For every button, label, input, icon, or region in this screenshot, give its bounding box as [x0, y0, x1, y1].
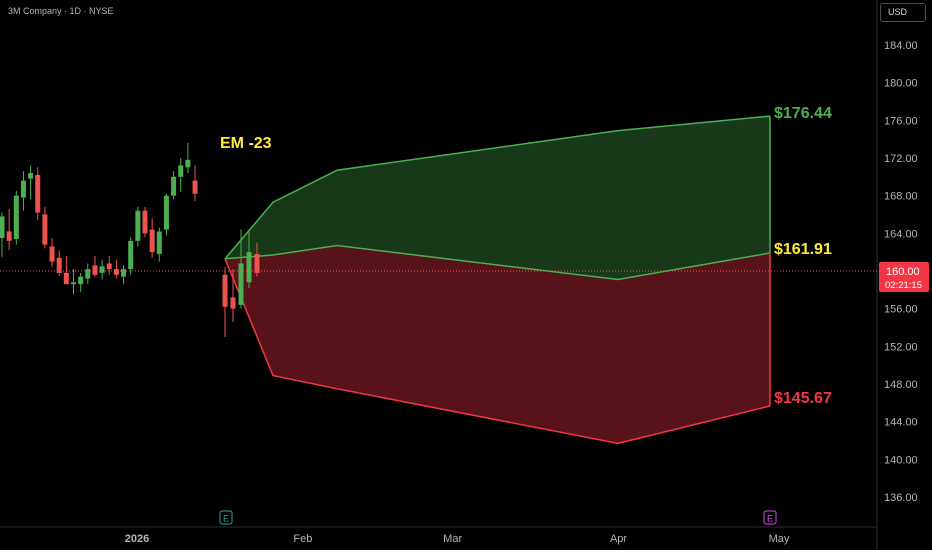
price-axis[interactable]: 136.00 140.00 144.00 148.00 152.00 156.00 160.… — [879, 40, 929, 504]
price-badge-countdown: 02:21:15 — [885, 280, 922, 291]
time-tick-label: Feb — [293, 533, 312, 545]
price-tick-label: 156.00 — [884, 304, 918, 316]
candle-body — [78, 276, 84, 285]
candle-body — [6, 231, 12, 241]
candle-body — [113, 269, 119, 275]
chart-title: 3M Company · 1D · NYSE — [8, 6, 114, 16]
candle-body — [121, 269, 127, 277]
candle-body — [171, 176, 177, 196]
candle-body — [135, 210, 141, 241]
time-tick-label: May — [769, 533, 790, 545]
price-badge-value: 160.00 — [886, 266, 920, 278]
candle-body — [106, 263, 112, 270]
candle-body — [85, 269, 91, 279]
candle-body — [156, 231, 162, 255]
time-tick-label: Apr — [610, 533, 627, 545]
earnings-event-icon — [763, 510, 777, 525]
time-axis[interactable]: 2026 Feb Mar Apr May E E — [125, 510, 790, 545]
price-tick-label: 136.00 — [884, 492, 918, 504]
price-tick-label: 180.00 — [884, 78, 918, 90]
earnings-event-label: E — [223, 514, 229, 524]
candle-body — [0, 216, 5, 239]
candle-body — [42, 214, 48, 245]
candle-body — [35, 174, 41, 213]
currency-button[interactable]: USD — [880, 3, 926, 22]
time-tick-label: Mar — [443, 533, 462, 545]
price-tick-label: 152.00 — [884, 341, 918, 353]
bear-area — [225, 245, 770, 444]
expected-move-areas — [224, 115, 771, 445]
candle-body — [178, 165, 184, 177]
candle-body — [142, 210, 148, 234]
lower-bound-line — [224, 258, 771, 445]
time-tick-label: 2026 — [125, 533, 149, 545]
lower-price-label: $145.67 — [774, 390, 832, 407]
candle-body — [230, 297, 236, 309]
candle-body — [99, 266, 105, 273]
em-label: EM -23 — [220, 135, 272, 152]
candle-body — [92, 265, 98, 275]
candle-body — [238, 263, 244, 305]
candle-body — [56, 257, 62, 273]
price-tick-label: 144.00 — [884, 417, 918, 429]
candle-body — [49, 246, 55, 262]
candle-body — [20, 180, 26, 198]
candle-body — [222, 274, 228, 307]
price-tick-label: 184.00 — [884, 40, 918, 52]
price-tick-label: 164.00 — [884, 228, 918, 240]
candle-body — [13, 195, 19, 239]
price-tick-label: 172.00 — [884, 153, 918, 165]
price-badge — [879, 262, 929, 292]
price-tick-label: 176.00 — [884, 115, 918, 127]
candle-body — [149, 229, 155, 253]
middle-price-label: $161.91 — [774, 241, 832, 258]
earnings-event-icon — [219, 510, 233, 525]
price-tick-label: 140.00 — [884, 454, 918, 466]
candle-body — [63, 272, 69, 285]
candle-body — [163, 195, 169, 230]
upper-bound-line — [224, 115, 771, 260]
candle-body — [254, 254, 260, 273]
candle-body — [28, 173, 34, 179]
candle-body — [71, 282, 76, 285]
earnings-event-label: E — [767, 514, 773, 524]
chart-labels: $176.44 $161.91 $145.67 EM -23 — [220, 105, 832, 407]
candles — [0, 142, 260, 337]
price-tick-label: 148.00 — [884, 379, 918, 391]
candle-body — [185, 159, 191, 168]
upper-price-label: $176.44 — [774, 105, 832, 122]
candle-body — [246, 252, 252, 283]
price-tick-label: 168.00 — [884, 191, 918, 203]
bull-area — [225, 116, 770, 280]
candle-body — [128, 240, 134, 270]
candle-body — [192, 180, 198, 194]
